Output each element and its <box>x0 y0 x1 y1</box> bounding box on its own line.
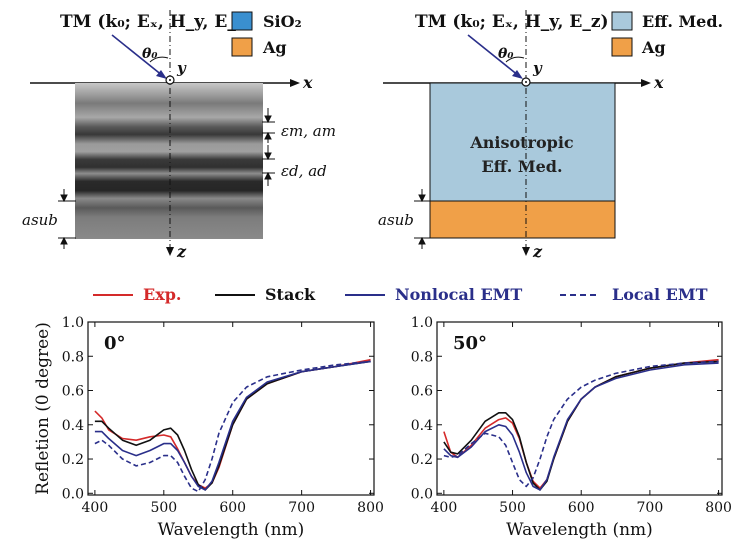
ag-swatch-right <box>611 37 633 57</box>
y-tick-label: 1.0 <box>62 315 84 331</box>
plot-frame <box>436 321 723 496</box>
y-tick-label: 0.2 <box>411 452 433 468</box>
x-tick-label: 500 <box>499 500 526 516</box>
eps-d-label: εd, ad <box>281 162 327 180</box>
series-line-exp <box>443 358 719 489</box>
x-axis-label: Wavelength (nm) <box>506 520 653 540</box>
panel-angle-label: 50° <box>453 333 487 354</box>
eff-med-legend-label: Eff. Med. <box>642 12 723 31</box>
x-tick-label: 700 <box>288 500 315 516</box>
incidence-arrow-right <box>467 34 520 77</box>
stack-diagram: TM (k₀; Eₓ, H_y, E_z) SiO₂ Ag θ₀ y x z <box>22 10 336 261</box>
x-tick-label: 600 <box>568 500 595 516</box>
series-line-local <box>443 360 719 488</box>
z-label-left: z <box>176 242 187 261</box>
legend-nonlocal-label: Nonlocal EMT <box>395 285 522 304</box>
substrate-markers <box>414 189 431 249</box>
sio2-swatch <box>231 11 253 31</box>
x-tick-label: 600 <box>219 500 246 516</box>
theta-label-left: θ₀ <box>142 46 157 62</box>
theta-label-right: θ₀ <box>498 46 513 62</box>
a-sub-label-right: asub <box>378 211 414 229</box>
x-tick-label: 400 <box>82 500 109 516</box>
y-tick-label: 0.4 <box>62 418 84 434</box>
y-label-left: y <box>176 59 187 77</box>
x-label-right: x <box>653 73 664 92</box>
emt-diagram: TM (k₀; Eₓ, H_y, E_z) Eff. Med. Ag θ₀ y … <box>378 10 723 261</box>
incidence-arrowhead-right <box>512 70 523 79</box>
y-label-right: y <box>532 59 543 77</box>
ag-swatch-left <box>231 37 253 57</box>
tm-label-right: TM (k₀; Eₓ, H_y, E_z) <box>415 12 609 32</box>
incidence-arrowhead-left <box>156 70 167 79</box>
plot-frame <box>87 321 375 496</box>
series-line-nonlocal <box>443 362 719 491</box>
z-label-right: z <box>532 242 543 261</box>
a-sub-label-left: asub <box>22 211 58 229</box>
theta-arc-left <box>149 56 169 63</box>
series-line-stack <box>94 360 371 491</box>
x-tick-label: 800 <box>705 500 732 516</box>
z-arrowhead-right <box>522 247 530 256</box>
x-axis-arrowhead-right <box>641 79 651 87</box>
legend-exp-label: Exp. <box>143 285 182 304</box>
ag-legend-label-left: Ag <box>262 38 287 57</box>
y-tick-label: 1.0 <box>411 315 433 331</box>
y-tick-label: 0.4 <box>411 418 433 434</box>
sio2-legend-label: SiO₂ <box>263 12 302 31</box>
box-label-line1: Anisotropic <box>469 133 574 152</box>
box-label-line2: Eff. Med. <box>481 157 562 176</box>
x-label-left: x <box>302 73 313 92</box>
y-tick-label: 0.6 <box>411 384 433 400</box>
tem-image <box>75 83 263 239</box>
legend-local-label: Local EMT <box>612 285 708 304</box>
theta-arc-right <box>505 56 525 63</box>
x-tick-label: 400 <box>431 500 458 516</box>
anisotropic-medium-box <box>429 82 616 202</box>
ag-legend-label-right: Ag <box>641 38 666 57</box>
panel-angle-label: 0° <box>104 333 126 354</box>
eps-m-label: εm, am <box>281 122 336 140</box>
legend-stack-label: Stack <box>265 285 316 304</box>
reflection-chart-50deg: 0.0 0.2 0.4 0.6 0.8 1.0 400 500 600 700 800 50° Wave… <box>411 315 732 540</box>
layer-markers <box>58 108 275 249</box>
reflection-chart-0deg: 0.0 0.2 0.4 0.6 0.8 1.0 400 500 600 700 800 0° Wavel… <box>33 315 384 540</box>
series-line-stack <box>443 360 719 491</box>
y-axis-label: Refletion (0 degree) <box>33 322 53 495</box>
z-arrowhead-left <box>166 247 174 256</box>
y-tick-label: 0.0 <box>411 486 433 502</box>
series-line-nonlocal <box>94 360 371 491</box>
ag-substrate-box <box>429 200 616 239</box>
x-axis-arrowhead-left <box>290 79 300 87</box>
y-tick-label: 0.0 <box>62 486 84 502</box>
eff-med-swatch <box>611 11 633 31</box>
line-legend: Exp. Stack Nonlocal EMT Local EMT <box>93 285 708 304</box>
x-axis-label: Wavelength (nm) <box>158 520 305 540</box>
y-tick-label: 0.6 <box>62 384 84 400</box>
x-tick-label: 800 <box>357 500 384 516</box>
y-tick-label: 0.8 <box>411 349 433 365</box>
y-tick-label: 0.8 <box>62 349 84 365</box>
incidence-arrow-left <box>111 34 164 77</box>
x-tick-label: 500 <box>150 500 177 516</box>
tm-label-left: TM (k₀; Eₓ, H_y, E_z) <box>60 12 254 32</box>
x-tick-label: 700 <box>637 500 664 516</box>
series-line-local <box>94 360 371 493</box>
y-tick-label: 0.2 <box>62 452 84 468</box>
